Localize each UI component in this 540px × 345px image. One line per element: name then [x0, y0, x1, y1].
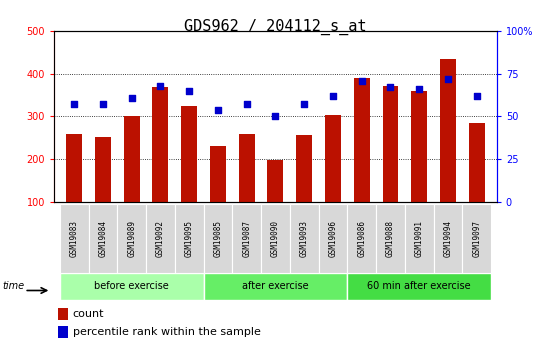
Bar	[89, 204, 117, 273]
Point	[472, 93, 481, 99]
Point	[271, 114, 280, 119]
Text: GSM19091: GSM19091	[415, 219, 424, 257]
Text: GSM19089: GSM19089	[127, 219, 136, 257]
Point	[328, 93, 337, 99]
Bar	[146, 204, 175, 273]
Bar	[239, 134, 254, 202]
Point	[99, 102, 107, 107]
Bar	[319, 204, 347, 273]
Point	[156, 83, 165, 88]
Bar	[405, 204, 434, 273]
Bar	[440, 59, 456, 202]
Text: GSM19092: GSM19092	[156, 219, 165, 257]
Bar	[434, 204, 462, 273]
Point	[185, 88, 193, 93]
Text: GSM19094: GSM19094	[443, 219, 453, 257]
Bar	[290, 204, 319, 273]
Text: percentile rank within the sample: percentile rank within the sample	[72, 327, 260, 337]
Point	[214, 107, 222, 112]
Point	[300, 102, 308, 107]
Text: GSM19097: GSM19097	[472, 219, 481, 257]
Text: after exercise: after exercise	[242, 282, 309, 291]
Bar	[60, 204, 89, 273]
Bar	[117, 204, 146, 273]
Point	[443, 76, 452, 82]
Point	[357, 78, 366, 83]
Point	[386, 85, 395, 90]
Bar	[462, 204, 491, 273]
Bar	[261, 204, 290, 273]
Bar	[210, 146, 226, 202]
Bar	[347, 204, 376, 273]
Bar	[347, 273, 491, 300]
Text: GSM19096: GSM19096	[328, 219, 338, 257]
Bar	[267, 160, 284, 202]
Point	[70, 102, 78, 107]
Bar	[382, 86, 399, 202]
Bar	[411, 91, 427, 202]
Bar	[376, 204, 405, 273]
Bar	[181, 106, 197, 202]
Text: GSM19090: GSM19090	[271, 219, 280, 257]
Bar	[66, 134, 82, 202]
Point	[415, 86, 423, 92]
Bar	[175, 204, 204, 273]
Point	[242, 102, 251, 107]
Point	[127, 95, 136, 100]
Bar	[60, 273, 204, 300]
Text: GSM19095: GSM19095	[185, 219, 194, 257]
Bar	[469, 123, 484, 202]
Text: count: count	[72, 309, 104, 319]
Bar	[58, 308, 68, 319]
Text: GSM19087: GSM19087	[242, 219, 251, 257]
Text: GSM19088: GSM19088	[386, 219, 395, 257]
Bar	[152, 87, 168, 202]
Bar	[354, 78, 369, 202]
Text: time: time	[3, 282, 25, 291]
Text: 60 min after exercise: 60 min after exercise	[367, 282, 471, 291]
Bar	[296, 135, 312, 202]
Bar	[124, 117, 139, 202]
Text: GSM19093: GSM19093	[300, 219, 309, 257]
Text: GSM19086: GSM19086	[357, 219, 366, 257]
Bar	[204, 273, 347, 300]
Text: GSM19083: GSM19083	[70, 219, 79, 257]
Text: before exercise: before exercise	[94, 282, 169, 291]
Bar	[204, 204, 232, 273]
Bar	[232, 204, 261, 273]
Text: GSM19084: GSM19084	[98, 219, 107, 257]
Bar	[325, 115, 341, 202]
Text: GSM19085: GSM19085	[213, 219, 222, 257]
Bar	[95, 137, 111, 202]
Text: GDS962 / 204112_s_at: GDS962 / 204112_s_at	[184, 19, 367, 35]
Bar	[58, 326, 68, 338]
